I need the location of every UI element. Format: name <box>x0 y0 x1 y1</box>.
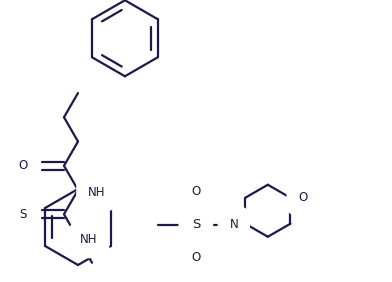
Text: NH: NH <box>80 233 98 246</box>
Text: N: N <box>229 218 238 231</box>
Text: O: O <box>191 185 200 198</box>
Text: S: S <box>192 218 200 231</box>
Text: O: O <box>298 191 308 204</box>
Text: S: S <box>19 208 27 221</box>
Text: NH: NH <box>88 186 105 199</box>
Text: O: O <box>191 251 200 264</box>
Text: O: O <box>18 159 27 172</box>
